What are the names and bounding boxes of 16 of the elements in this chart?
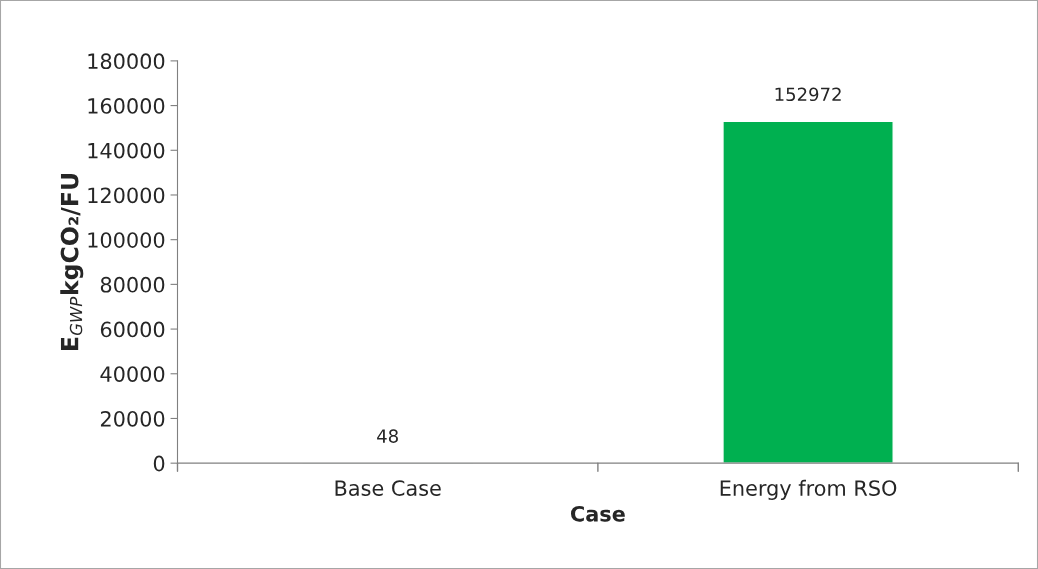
y-tick-label: 180000 xyxy=(88,53,165,70)
y-tick-label: 20000 xyxy=(100,410,165,427)
y-tick-label: 100000 xyxy=(88,232,165,248)
data-label: 48 xyxy=(377,429,398,443)
y-tick-label: 160000 xyxy=(88,98,165,114)
y-tick-label: 120000 xyxy=(88,187,165,204)
y-tick-label: 140000 xyxy=(88,142,165,159)
y-tick-label: 60000 xyxy=(100,321,165,338)
y-tick-label: 80000 xyxy=(100,276,165,293)
data-label: 152972 xyxy=(775,87,841,102)
x-tick-label: Energy from RSO xyxy=(720,479,897,500)
x-tick-label: Base Case xyxy=(335,480,441,496)
y-tick-label: 40000 xyxy=(100,366,165,382)
x-axis-title: Case xyxy=(570,505,625,522)
y-tick-label: 0 xyxy=(153,455,165,472)
y-axis-title: E$_{GWP}$kgCO₂/FU xyxy=(60,174,84,351)
